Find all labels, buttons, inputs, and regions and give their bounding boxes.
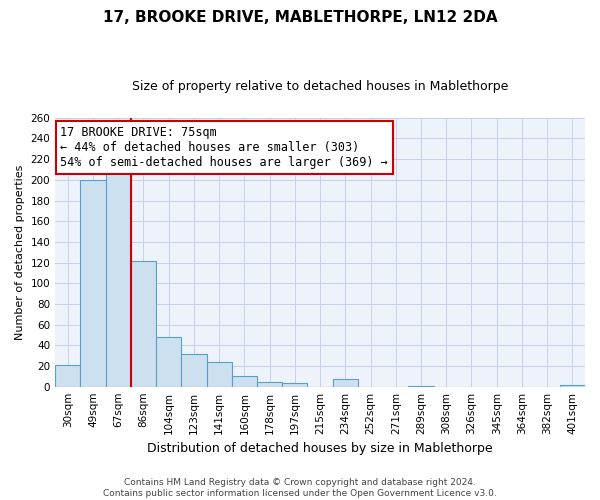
Bar [206, 362, 232, 386]
Text: 17, BROOKE DRIVE, MABLETHORPE, LN12 2DA: 17, BROOKE DRIVE, MABLETHORPE, LN12 2DA [103, 10, 497, 25]
Bar [332, 380, 358, 386]
Title: Size of property relative to detached houses in Mablethorpe: Size of property relative to detached ho… [132, 80, 508, 93]
Y-axis label: Number of detached properties: Number of detached properties [15, 164, 25, 340]
X-axis label: Distribution of detached houses by size in Mablethorpe: Distribution of detached houses by size … [147, 442, 493, 455]
Bar [232, 376, 257, 386]
Bar [106, 166, 131, 386]
Bar [156, 337, 181, 386]
Bar [282, 382, 307, 386]
Bar [55, 365, 80, 386]
Bar [131, 260, 156, 386]
Text: Contains HM Land Registry data © Crown copyright and database right 2024.
Contai: Contains HM Land Registry data © Crown c… [103, 478, 497, 498]
Bar [181, 354, 206, 386]
Text: 17 BROOKE DRIVE: 75sqm
← 44% of detached houses are smaller (303)
54% of semi-de: 17 BROOKE DRIVE: 75sqm ← 44% of detached… [61, 126, 388, 169]
Bar [560, 384, 585, 386]
Bar [80, 180, 106, 386]
Bar [257, 382, 282, 386]
